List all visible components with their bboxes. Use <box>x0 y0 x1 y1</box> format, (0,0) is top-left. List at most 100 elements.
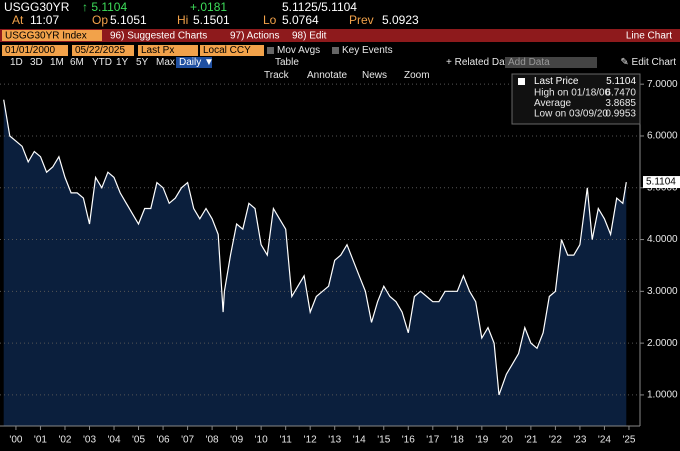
ccy-input[interactable] <box>200 45 264 56</box>
x-tick-label: '11 <box>280 435 293 446</box>
x-tick-label: '09 <box>230 435 243 446</box>
x-tick-label: '04 <box>107 435 120 446</box>
x-tick-label: '06 <box>157 435 170 446</box>
last: ↑ 5.1104 <box>82 0 127 14</box>
mov-avgs[interactable]: Mov Avgs <box>277 45 320 56</box>
tool-button[interactable]: Annotate <box>307 70 347 81</box>
range-button[interactable]: 5Y <box>136 57 149 68</box>
end-date[interactable]: 05/22/2025 <box>75 45 125 56</box>
range-button[interactable]: 1Y <box>116 57 129 68</box>
suggested-charts[interactable]: 96) Suggested Charts <box>110 31 207 42</box>
last-price-tag <box>643 176 680 189</box>
line <box>3 99 627 396</box>
edit[interactable]: 98) Edit <box>292 31 327 42</box>
range-button[interactable]: Max <box>156 57 175 68</box>
op: 5.1051 <box>110 13 147 27</box>
stat-label: Average <box>534 98 572 109</box>
legend-label: Last Price <box>534 76 579 87</box>
command-bar <box>0 29 680 42</box>
y-tick-label: 7.0000 <box>647 79 678 90</box>
related-data[interactable]: + Related Dat <box>446 57 508 68</box>
end-input[interactable] <box>72 45 134 56</box>
start-input[interactable] <box>2 45 68 56</box>
x-tick-label: '21 <box>524 435 537 446</box>
plot: 1.00002.00003.00004.00005.00006.00007.00… <box>0 73 680 446</box>
x-tick-label: '23 <box>573 435 586 446</box>
lo: 5.0764 <box>282 13 319 27</box>
x-tick-label: '00 <box>9 435 22 446</box>
x-tick-label: '16 <box>402 435 415 446</box>
field-input[interactable] <box>138 45 198 56</box>
table[interactable]: Table <box>275 57 299 68</box>
y-tick-label: 4.0000 <box>647 234 678 245</box>
prev-label: Prev <box>349 13 374 27</box>
add-data[interactable]: Add Data <box>508 57 550 68</box>
currency[interactable]: Local CCY <box>203 45 251 56</box>
security-input[interactable] <box>2 30 102 41</box>
lo-label: Lo <box>263 13 277 27</box>
range-button[interactable]: 3D <box>30 57 43 68</box>
prev: 5.0923 <box>382 13 419 27</box>
x-tick-label: '08 <box>206 435 219 446</box>
hi: 5.1501 <box>193 13 230 27</box>
x-tick-label: '17 <box>426 435 439 446</box>
tool-button[interactable]: Zoom <box>404 70 430 81</box>
stat-label: Low on 03/09/20 <box>534 109 608 120</box>
hi-label: Hi <box>177 13 188 27</box>
key-events[interactable]: Key Events <box>342 45 393 56</box>
range-button[interactable]: YTD <box>92 57 112 68</box>
x-tick-label: '19 <box>475 435 488 446</box>
freq-button[interactable] <box>176 57 212 68</box>
x-tick-label: '13 <box>328 435 341 446</box>
chart-type: Line Chart <box>626 31 672 42</box>
legend-swatch <box>518 78 525 85</box>
field[interactable]: Last Px <box>141 45 174 56</box>
stat-value: 6.7470 <box>605 88 636 99</box>
x-tick-label: '12 <box>304 435 317 446</box>
start-date[interactable]: 01/01/2000 <box>5 45 55 56</box>
x-tick-label: '14 <box>353 435 366 446</box>
frequency[interactable]: Daily ▼ <box>179 57 214 68</box>
checkbox[interactable] <box>332 47 339 54</box>
y-tick-label: 2.0000 <box>647 338 678 349</box>
edit-chart[interactable]: ✎ Edit Chart <box>620 57 676 68</box>
y-tick-label: 1.0000 <box>647 390 678 401</box>
x-tick-label: '22 <box>549 435 562 446</box>
x-tick-label: '18 <box>451 435 464 446</box>
x-tick-label: '05 <box>132 435 145 446</box>
stat-value: 3.8685 <box>605 98 636 109</box>
stat-value: 0.9953 <box>605 109 636 120</box>
change: +.0181 <box>190 0 227 14</box>
x-tick-label: '01 <box>34 435 47 446</box>
bid-ask: 5.1125/5.1104 <box>282 0 357 14</box>
range-button[interactable]: 1D <box>10 57 23 68</box>
range-button[interactable]: 6M <box>70 57 84 68</box>
x-tick-label: '07 <box>181 435 194 446</box>
security[interactable]: USGG30YR Index <box>5 31 87 42</box>
quote-header: USGG30YR ↑ 5.1104 +.0181 5.1125/5.1104 A… <box>4 0 419 27</box>
at: 11:07 <box>30 13 59 27</box>
legend-value: 5.1104 <box>606 76 636 87</box>
chart-tools: Track Annotate News Zoom <box>264 70 430 81</box>
last-price-label: 5.1104 <box>646 177 676 188</box>
op-label: Op <box>92 13 108 27</box>
range-button[interactable]: 1M <box>50 57 64 68</box>
x-tick-label: '02 <box>58 435 71 446</box>
ticker: USGG30YR <box>4 0 70 14</box>
tool-button[interactable]: News <box>362 70 387 81</box>
x-tick-label: '24 <box>598 435 611 446</box>
x-tick-label: '10 <box>255 435 268 446</box>
at-label: At <box>12 13 24 27</box>
range-buttons: 1D 3D 1M 6M YTD 1Y 5Y Max <box>10 57 175 68</box>
legend <box>511 73 641 125</box>
y-tick-label: 6.0000 <box>647 131 678 142</box>
y-tick-label: 3.0000 <box>647 286 678 297</box>
area <box>3 99 627 426</box>
x-tick-label: '25 <box>622 435 635 446</box>
tool-button[interactable]: Track <box>264 70 290 81</box>
actions[interactable]: 97) Actions <box>230 31 279 42</box>
stat-label: High on 01/18/00 <box>534 88 611 99</box>
add-data-input[interactable] <box>505 57 597 68</box>
checkbox[interactable] <box>267 47 274 54</box>
